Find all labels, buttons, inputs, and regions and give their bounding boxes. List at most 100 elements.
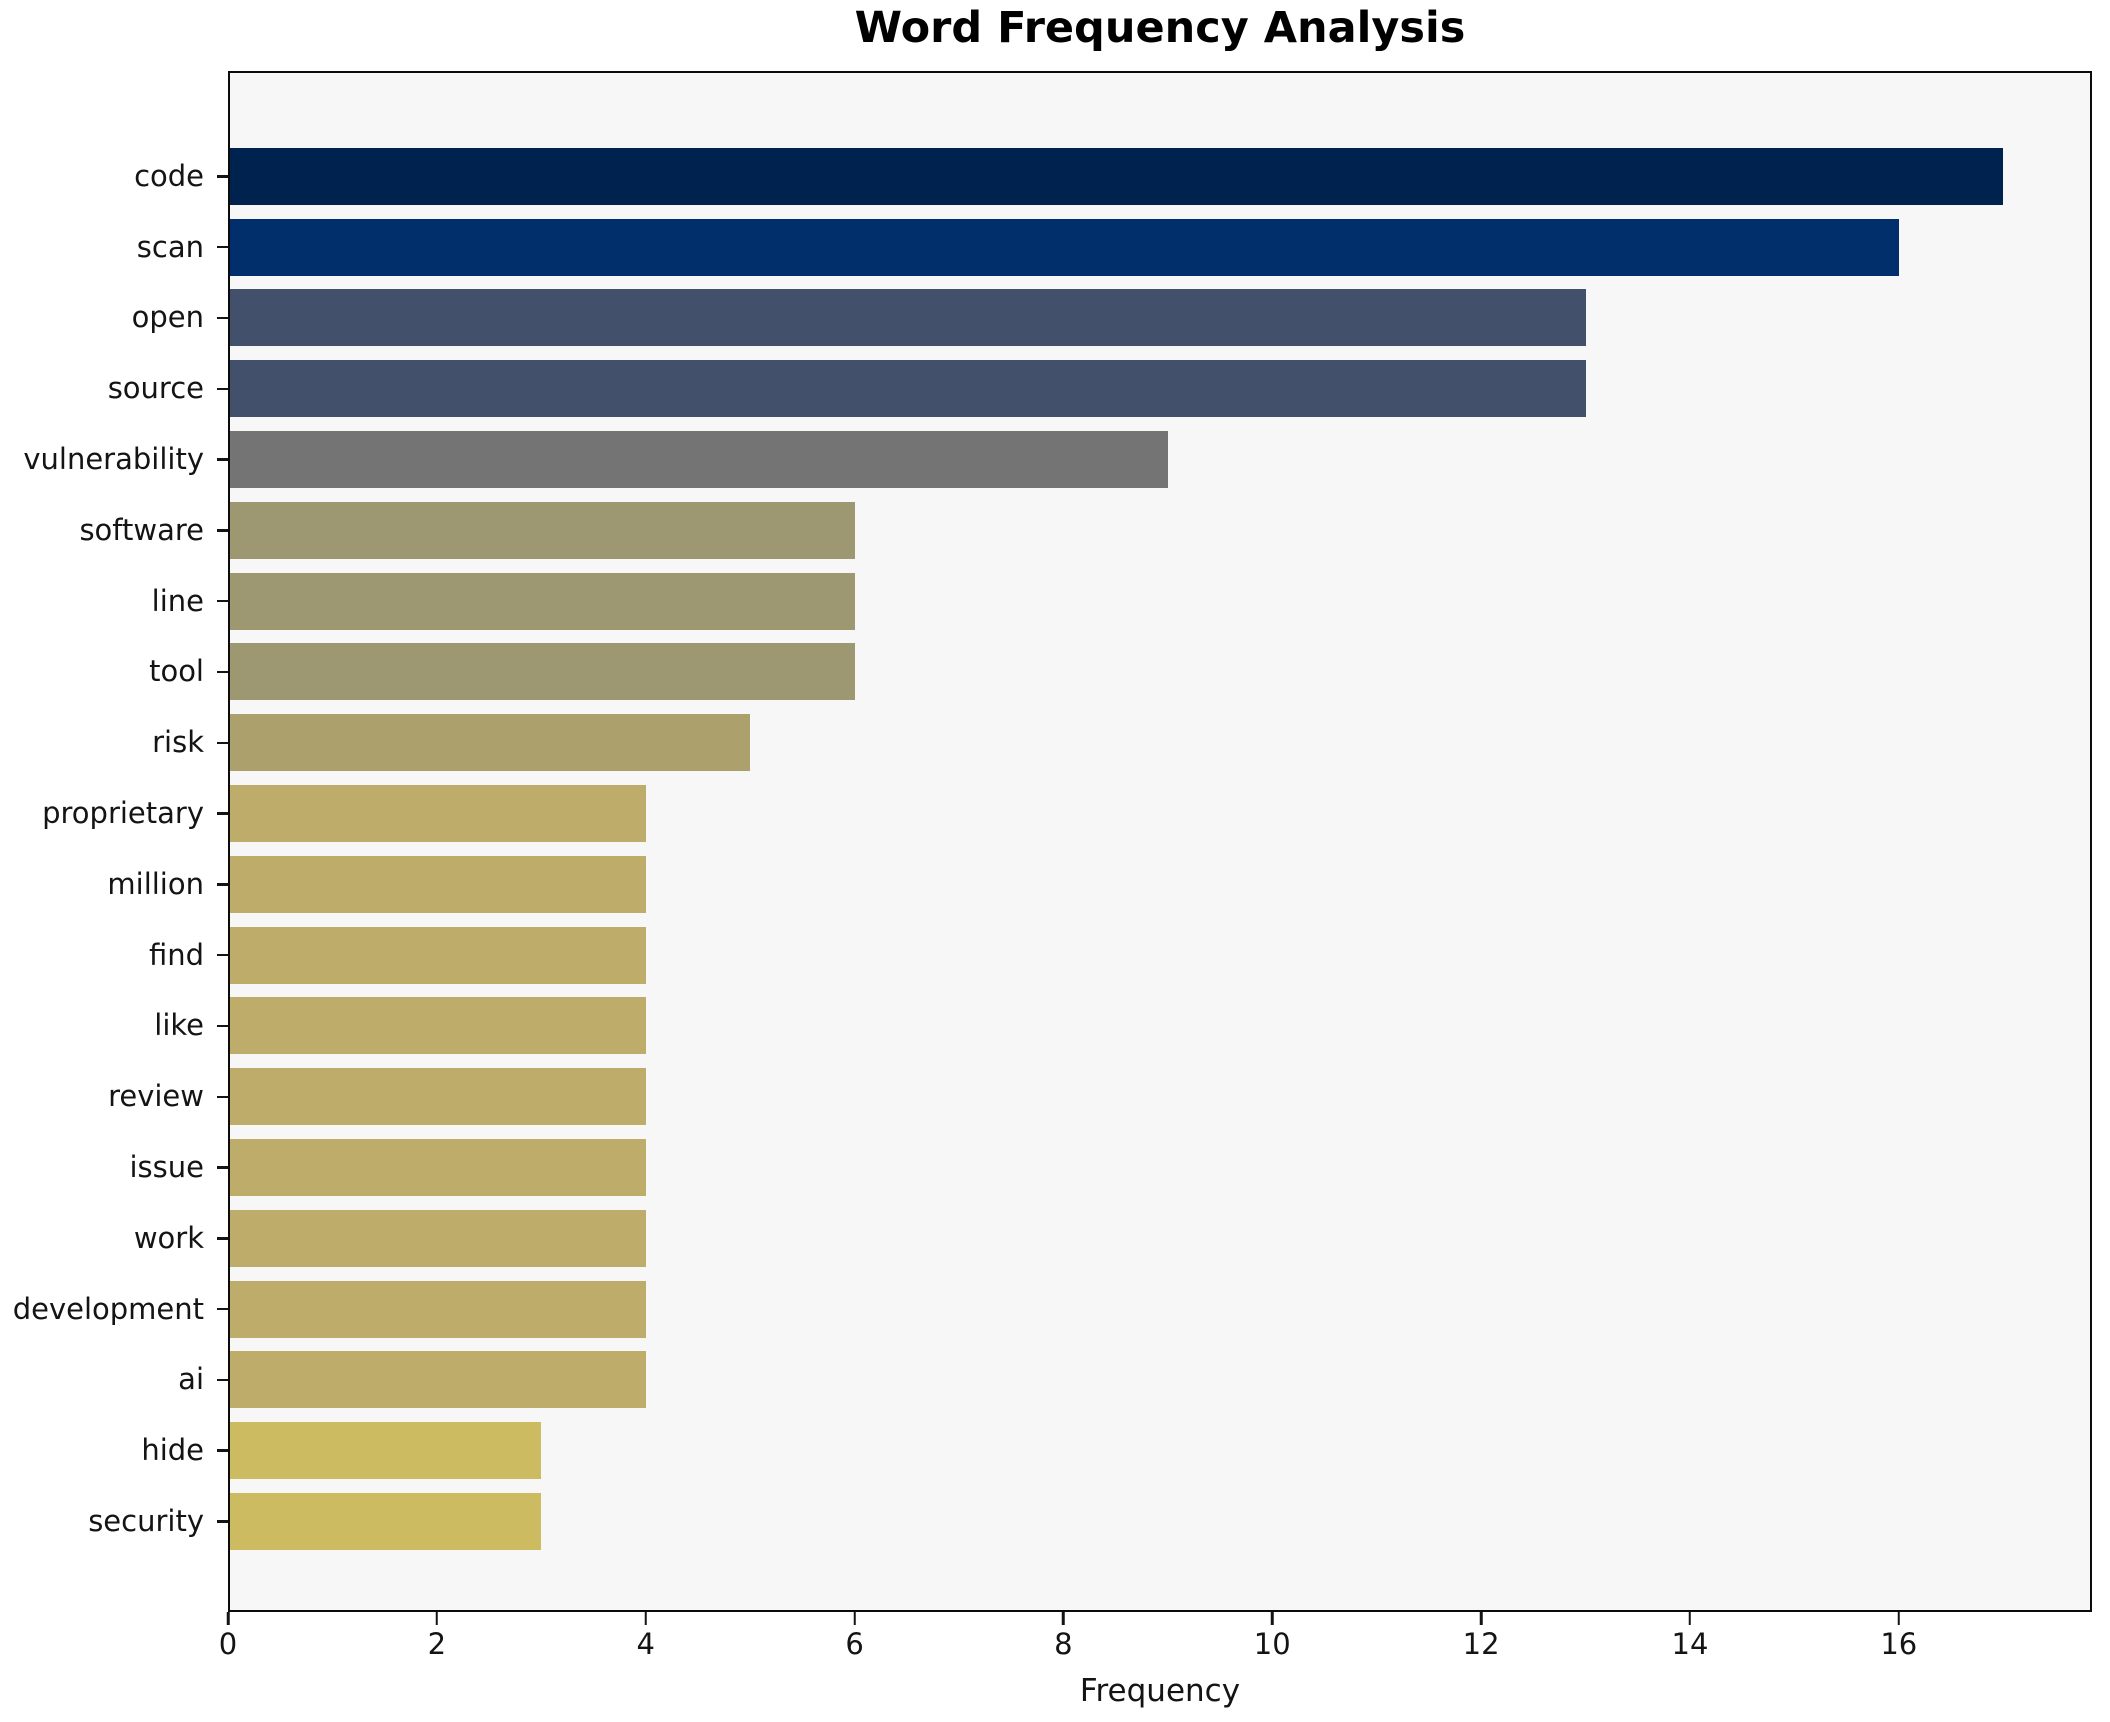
y-axis-row: scan: [0, 212, 228, 283]
chart-title: Word Frequency Analysis: [854, 3, 1466, 53]
y-axis-row: line: [0, 566, 228, 637]
y-axis-label-software: software: [79, 512, 204, 547]
x-axis-label: Frequency: [1079, 1673, 1241, 1709]
y-axis-label-million: million: [107, 866, 204, 901]
y-axis-label-code: code: [134, 158, 204, 193]
y-axis-row: hide: [0, 1415, 228, 1486]
y-axis: code scan open source vulnerability software l…: [0, 71, 228, 1612]
y-axis-row: ai: [0, 1345, 228, 1416]
bar-row: [228, 920, 2092, 991]
frequency-bar-like: [228, 997, 646, 1055]
y-tick-mark: [217, 1378, 228, 1382]
frequency-bar-development: [228, 1280, 646, 1338]
y-axis-label-vulnerability: vulnerability: [23, 442, 204, 477]
y-axis-label-issue: issue: [129, 1150, 205, 1185]
x-axis-tick-labels: 0 2 4 6 8 10 12 14 16: [219, 1627, 2092, 1666]
x-tick-label-6: 6: [845, 1627, 864, 1661]
y-axis-label-like: like: [154, 1008, 204, 1043]
y-axis-row: issue: [0, 1132, 228, 1203]
y-tick-mark: [217, 953, 228, 957]
x-tick-label-16: 16: [1880, 1627, 1918, 1661]
bar-row: [228, 849, 2092, 920]
bar-row: [228, 707, 2092, 778]
frequency-bar-million: [228, 855, 646, 913]
x-tick-label-4: 4: [636, 1627, 655, 1661]
y-tick-mark: [217, 458, 228, 461]
y-tick-mark: [217, 883, 228, 886]
frequency-bar-line: [228, 572, 855, 630]
frequency-bar-software: [228, 501, 855, 559]
bar-row: [228, 212, 2092, 283]
x-tick-mark: [1271, 1612, 1274, 1625]
y-tick-mark: [217, 1095, 228, 1098]
x-tick-mark: [1479, 1612, 1483, 1625]
y-axis-row: security: [0, 1486, 228, 1557]
y-axis-row: tool: [0, 637, 228, 708]
y-tick-mark: [217, 387, 228, 391]
y-axis-label-source: source: [107, 371, 204, 406]
bar-row: [228, 637, 2092, 708]
frequency-bar-work: [228, 1209, 646, 1267]
bar-row: [228, 424, 2092, 495]
x-tick-label-12: 12: [1462, 1627, 1500, 1661]
bar-row: [228, 1203, 2092, 1274]
y-axis-row: like: [0, 991, 228, 1062]
y-axis-label-proprietary: proprietary: [42, 796, 204, 831]
y-axis-row: source: [0, 353, 228, 424]
bar-row: [228, 1345, 2092, 1416]
x-tick-mark: [1062, 1612, 1065, 1625]
y-axis-label-work: work: [133, 1220, 204, 1255]
frequency-bar-source: [228, 360, 1586, 418]
y-axis-label-line: line: [151, 583, 204, 618]
frequency-bar-ai: [228, 1351, 646, 1409]
x-tick-label-2: 2: [427, 1627, 447, 1661]
x-tick-mark: [853, 1612, 856, 1625]
y-axis-label-risk: risk: [152, 725, 204, 760]
frequency-bar-tool: [228, 643, 855, 701]
x-tick-label-0: 0: [218, 1627, 238, 1661]
y-tick-mark: [217, 741, 228, 745]
y-axis-label-development: development: [12, 1291, 204, 1326]
x-tick-label-8: 8: [1054, 1627, 1073, 1661]
y-tick-mark: [217, 670, 228, 674]
y-axis-label-hide: hide: [141, 1433, 204, 1468]
bar-row: [228, 353, 2092, 424]
x-tick-mark: [1897, 1612, 1901, 1625]
x-tick-mark: [1688, 1612, 1692, 1625]
y-tick-mark: [217, 1449, 228, 1452]
frequency-bar-find: [228, 926, 646, 984]
y-axis-label-tool: tool: [149, 654, 204, 689]
frequency-bar-scan: [228, 218, 1899, 276]
frequency-bar-hide: [228, 1422, 542, 1480]
frequency-bar-proprietary: [228, 785, 646, 843]
y-axis-row: million: [0, 849, 228, 920]
bar-row: [228, 141, 2092, 212]
y-axis-label-scan: scan: [136, 229, 204, 264]
y-axis-label-security: security: [88, 1504, 204, 1539]
bar-row: [228, 283, 2092, 354]
bar-row: [228, 1274, 2092, 1345]
y-axis-row: development: [0, 1274, 228, 1345]
y-axis-label-find: find: [148, 937, 204, 972]
x-tick-mark: [435, 1612, 439, 1625]
y-axis-row: vulnerability: [0, 424, 228, 495]
frequency-bar-review: [228, 1068, 646, 1126]
frequency-bar-issue: [228, 1139, 646, 1197]
bar-row: [228, 495, 2092, 566]
y-tick-mark: [217, 316, 228, 320]
bar-row: [228, 1061, 2092, 1132]
bars-layer: [228, 71, 2092, 1612]
y-tick-mark: [217, 175, 228, 178]
y-axis-label-open: open: [131, 300, 204, 335]
bar-row: [228, 778, 2092, 849]
frequency-bar-open: [228, 289, 1586, 347]
frequency-bar-code: [228, 147, 2004, 205]
x-axis-ticks: [226, 1612, 2092, 1626]
y-tick-mark: [217, 1166, 228, 1169]
x-tick-label-14: 14: [1671, 1627, 1709, 1661]
y-tick-mark: [217, 1520, 228, 1523]
x-tick-label-10: 10: [1253, 1627, 1291, 1661]
x-tick-mark: [226, 1612, 230, 1625]
y-axis-label-ai: ai: [178, 1362, 204, 1397]
